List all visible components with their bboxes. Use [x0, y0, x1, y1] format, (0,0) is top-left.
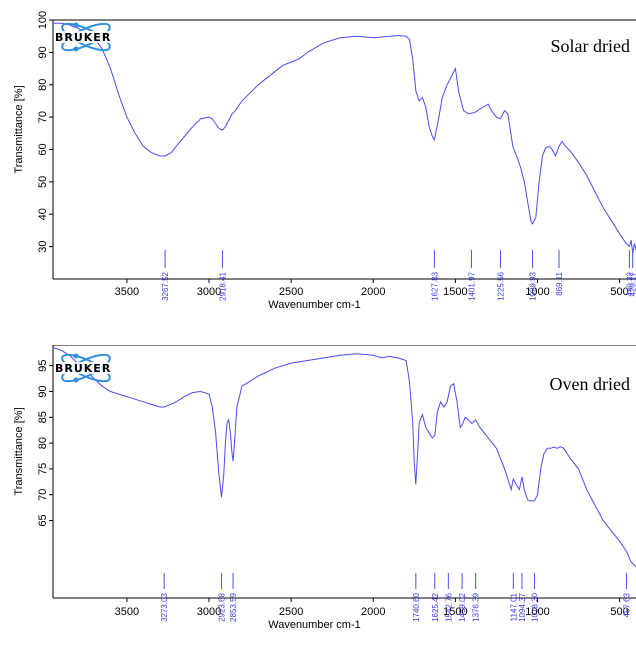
peak-label: 3267.52 — [161, 271, 170, 300]
peak-label: 1018.30 — [530, 592, 539, 621]
x-tick-label: 2500 — [279, 286, 303, 298]
x-tick-label: 3500 — [115, 606, 139, 618]
x-tick-label: 500 — [610, 606, 628, 618]
y-tick-label: 60 — [37, 143, 49, 155]
y-tick-label: 75 — [37, 463, 49, 475]
y-tick-label: 85 — [37, 411, 49, 423]
y-tick-label: 80 — [37, 437, 49, 449]
spectrum-line — [52, 347, 636, 568]
x-tick-label: 1500 — [443, 286, 467, 298]
peak-label: 2853.59 — [229, 592, 238, 621]
peak-label: 1625.42 — [431, 592, 440, 621]
peak-label: 1376.39 — [472, 592, 481, 621]
x-tick-label: 2000 — [361, 286, 385, 298]
peak-label: 1459.02 — [458, 592, 467, 621]
logo-wordmark: BRUKER — [55, 31, 111, 44]
peak-label: 1029.93 — [529, 271, 538, 300]
x-tick-label: 3000 — [197, 286, 221, 298]
spectrum-line — [53, 22, 636, 254]
peak-label: 457.63 — [623, 592, 632, 617]
peak-label: 1147.01 — [509, 592, 518, 621]
logo-text-backdrop — [54, 362, 120, 374]
y-tick-label: 95 — [37, 360, 49, 372]
y-tick-label: 30 — [37, 241, 49, 253]
peak-label: 2923.68 — [218, 592, 227, 621]
peak-label: 1542.76 — [444, 592, 453, 621]
logo-text-backdrop — [54, 31, 120, 43]
peak-label: 1740.60 — [412, 592, 421, 621]
peak-label: 420.17 — [629, 271, 636, 296]
x-axis-title: Wavenumber cm-1 — [268, 619, 361, 631]
logo-nucleus-dot — [73, 22, 79, 28]
y-axis-title: Transmittance [%] — [13, 407, 25, 495]
x-tick-label: 1500 — [443, 606, 467, 618]
bruker-logo: BRUKER — [54, 22, 120, 52]
peak-label: 869.11 — [555, 271, 564, 295]
logo-nucleus-dot — [73, 46, 79, 52]
x-tick-label: 1000 — [525, 606, 549, 618]
logo-orbit-1 — [61, 353, 111, 383]
x-tick-label: 3500 — [115, 286, 139, 298]
y-tick-label: 40 — [37, 208, 49, 220]
chart-svg-oven-dried: 65 70 75 80 85 90 95 3500 3000 2500 2000 1500 1000 50… — [13, 345, 636, 631]
logo-nucleus-dot — [73, 353, 79, 359]
peak-label: 440.32 — [625, 271, 634, 296]
y-tick-label: 65 — [37, 514, 49, 526]
x-tick-label: 3000 — [197, 606, 221, 618]
y-tick-label: 70 — [37, 111, 49, 123]
y-tick-label: 100 — [37, 11, 49, 29]
chart-svg-solar-dried: 30 40 50 60 70 80 90 100 3500 3000 2500 2000 1500 100… — [13, 11, 636, 311]
ftir-chart-oven-dried: 65 70 75 80 85 90 95 3500 3000 2500 2000 1500 1000 50… — [0, 345, 636, 655]
peak-label: 1094.37 — [518, 592, 527, 621]
peak-label: 1401.97 — [467, 271, 476, 300]
logo-nucleus-dot — [73, 377, 79, 383]
bruker-logo: BRUKER — [54, 353, 120, 383]
x-tick-label: 2000 — [361, 606, 385, 618]
sample-label: Solar dried — [551, 36, 630, 56]
ftir-chart-solar-dried: 30 40 50 60 70 80 90 100 3500 3000 2500 2000 1500 100… — [13, 11, 636, 311]
peak-label: 1225.56 — [496, 271, 505, 300]
peak-label: 2918.41 — [218, 271, 227, 300]
logo-orbit-1 — [61, 22, 111, 52]
y-tick-label: 50 — [37, 176, 49, 188]
y-axis-title: Transmittance [%] — [13, 85, 25, 173]
peak-label: 1627.83 — [430, 271, 439, 300]
x-tick-label: 1000 — [525, 286, 549, 298]
logo-orbit-2 — [61, 353, 111, 383]
logo-orbit-2 — [61, 22, 111, 52]
x-tick-label: 2500 — [279, 606, 303, 618]
peak-label: 3273.03 — [160, 592, 169, 621]
y-tick-label: 80 — [37, 79, 49, 91]
y-tick-label: 90 — [37, 46, 49, 58]
sample-label: Oven dried — [550, 374, 630, 394]
x-axis-title: Wavenumber cm-1 — [268, 299, 361, 311]
logo-wordmark: BRUKER — [55, 362, 111, 375]
y-tick-label: 90 — [37, 385, 49, 397]
y-tick-label: 70 — [37, 489, 49, 501]
x-tick-label: 500 — [610, 286, 628, 298]
